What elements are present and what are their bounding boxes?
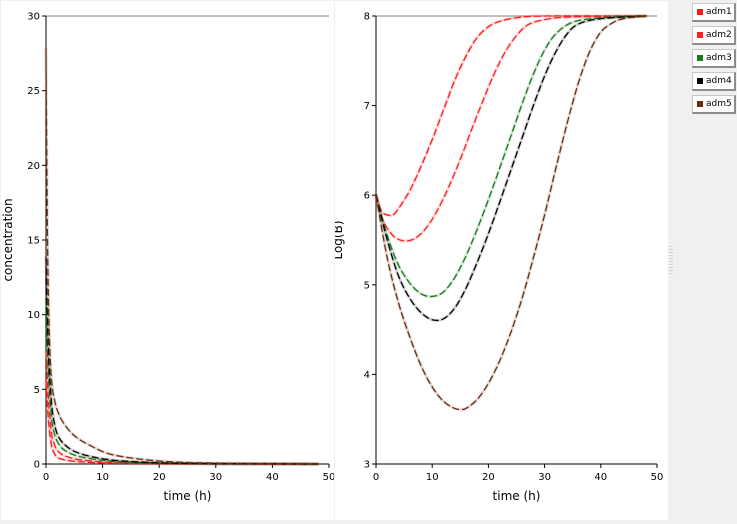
legend-item-adm4[interactable]: adm4 (692, 72, 736, 91)
chartright-x-axis-label: time (h) (493, 489, 541, 503)
chartright-series-halo-adm1 (374, 14, 648, 218)
chartleft-series-halo-adm1 (44, 378, 320, 466)
legend-label-adm5: adm5 (706, 99, 732, 109)
chartright-y-tick-label: 8 (364, 12, 370, 23)
chartright-series-halo-adm4 (374, 14, 648, 322)
legend-label-adm3: adm3 (706, 53, 732, 63)
chartright-series-adm4 (375, 15, 646, 322)
chartright-series-adm2 (375, 15, 646, 242)
legend-swatch-adm1 (697, 9, 703, 15)
chartleft-series-adm2 (45, 351, 318, 465)
legend-swatch-adm3 (697, 55, 703, 61)
chartright-series-halo-adm3 (374, 14, 648, 299)
chartleft-x-tick-label: 20 (153, 472, 166, 483)
legend-swatch-adm2 (697, 32, 703, 38)
chartright-y-tick-label: 5 (364, 280, 370, 291)
chartleft-y-tick-label: 25 (27, 86, 40, 97)
logb-chart: 3 4 5 6 7 8 0 10 20 30 40 50 time (h) Log(B) (331, 12, 664, 504)
legend-label-adm1: adm1 (706, 7, 732, 17)
chartright-x-tick-label: 50 (651, 472, 664, 483)
legend-item-adm3[interactable]: adm3 (692, 49, 736, 68)
chartright-series-adm1 (375, 15, 646, 217)
chartright-series-halo-adm5 (374, 14, 648, 412)
chartright-series-halo-adm2 (374, 14, 648, 243)
chartleft-series-halo-adm3 (44, 298, 320, 466)
chartleft-x-tick-label: 40 (266, 472, 279, 483)
chartleft-x-axis-label: time (h) (164, 489, 212, 503)
chartright-series-adm5 (375, 15, 646, 411)
chartright-x-tick-label: 0 (373, 472, 379, 483)
chartleft-y-axis-label: concentration (1, 198, 15, 281)
chartright-y-tick-label: 6 (364, 191, 370, 202)
chartleft-series-halo-adm5 (44, 47, 320, 466)
chartleft-y-tick-label: 10 (27, 310, 40, 321)
chartleft-x-tick-label: 30 (209, 472, 222, 483)
legend: adm1 adm2 adm3 adm4 adm5 (692, 3, 736, 118)
legend-label-adm4: adm4 (706, 76, 732, 86)
chartright-x-tick-label: 30 (538, 472, 551, 483)
chartleft-y-tick-label: 20 (27, 161, 40, 172)
legend-swatch-adm4 (697, 78, 703, 84)
legend-swatch-adm5 (697, 101, 703, 107)
chartright-x-tick-label: 10 (426, 472, 439, 483)
chartleft-series-halo-adm2 (44, 350, 320, 466)
chartleft-series-adm5 (45, 48, 318, 465)
legend-item-adm1[interactable]: adm1 (692, 3, 736, 22)
chartright-y-tick-label: 7 (364, 101, 370, 112)
chartright-y-tick-label: 4 (364, 370, 370, 381)
chartleft-y-tick-label: 30 (27, 12, 40, 23)
chartleft-y-tick-label: 15 (27, 236, 40, 247)
concentration-chart: 0 5 10 15 20 25 30 0 10 20 30 40 50 time (h) concentra… (1, 12, 335, 504)
legend-label-adm2: adm2 (706, 30, 732, 40)
chartright-x-tick-label: 20 (482, 472, 495, 483)
chartright-y-axis-label: Log(B) (335, 220, 345, 259)
logb-plot-panel: 3 4 5 6 7 8 0 10 20 30 40 50 time (h) Log(B) (331, 1, 668, 520)
chartright-series-adm3 (375, 15, 646, 298)
chartleft-x-tick-label: 50 (323, 472, 334, 483)
chartleft-series-adm3 (45, 299, 318, 465)
chartleft-x-tick-label: 0 (43, 472, 49, 483)
chartleft-series-halo-adm4 (44, 256, 320, 466)
legend-item-adm2[interactable]: adm2 (692, 26, 736, 45)
splitter-grip-handle[interactable] (669, 246, 673, 276)
chartright-y-tick-label: 3 (364, 460, 370, 471)
chartleft-y-tick-label: 5 (34, 385, 40, 396)
chartleft-x-tick-label: 10 (96, 472, 109, 483)
chartleft-y-tick-label: 0 (34, 460, 40, 471)
chartright-x-tick-label: 40 (594, 472, 607, 483)
concentration-plot-panel: 0 5 10 15 20 25 30 0 10 20 30 40 50 time (h) concentra… (1, 1, 335, 520)
chartleft-series-adm1 (45, 380, 318, 465)
legend-item-adm5[interactable]: adm5 (692, 95, 736, 114)
chartleft-series-adm4 (45, 257, 318, 465)
